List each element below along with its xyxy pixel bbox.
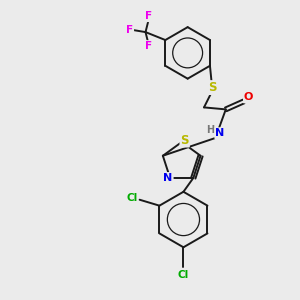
Text: F: F <box>145 41 152 51</box>
Text: F: F <box>145 11 152 21</box>
Text: Cl: Cl <box>178 270 189 280</box>
Text: S: S <box>208 81 216 94</box>
Text: Cl: Cl <box>126 193 137 203</box>
Text: F: F <box>126 25 133 35</box>
Text: N: N <box>164 173 173 183</box>
Text: H: H <box>206 125 214 135</box>
Text: N: N <box>215 128 224 138</box>
Text: O: O <box>244 92 253 103</box>
Text: S: S <box>180 134 189 147</box>
